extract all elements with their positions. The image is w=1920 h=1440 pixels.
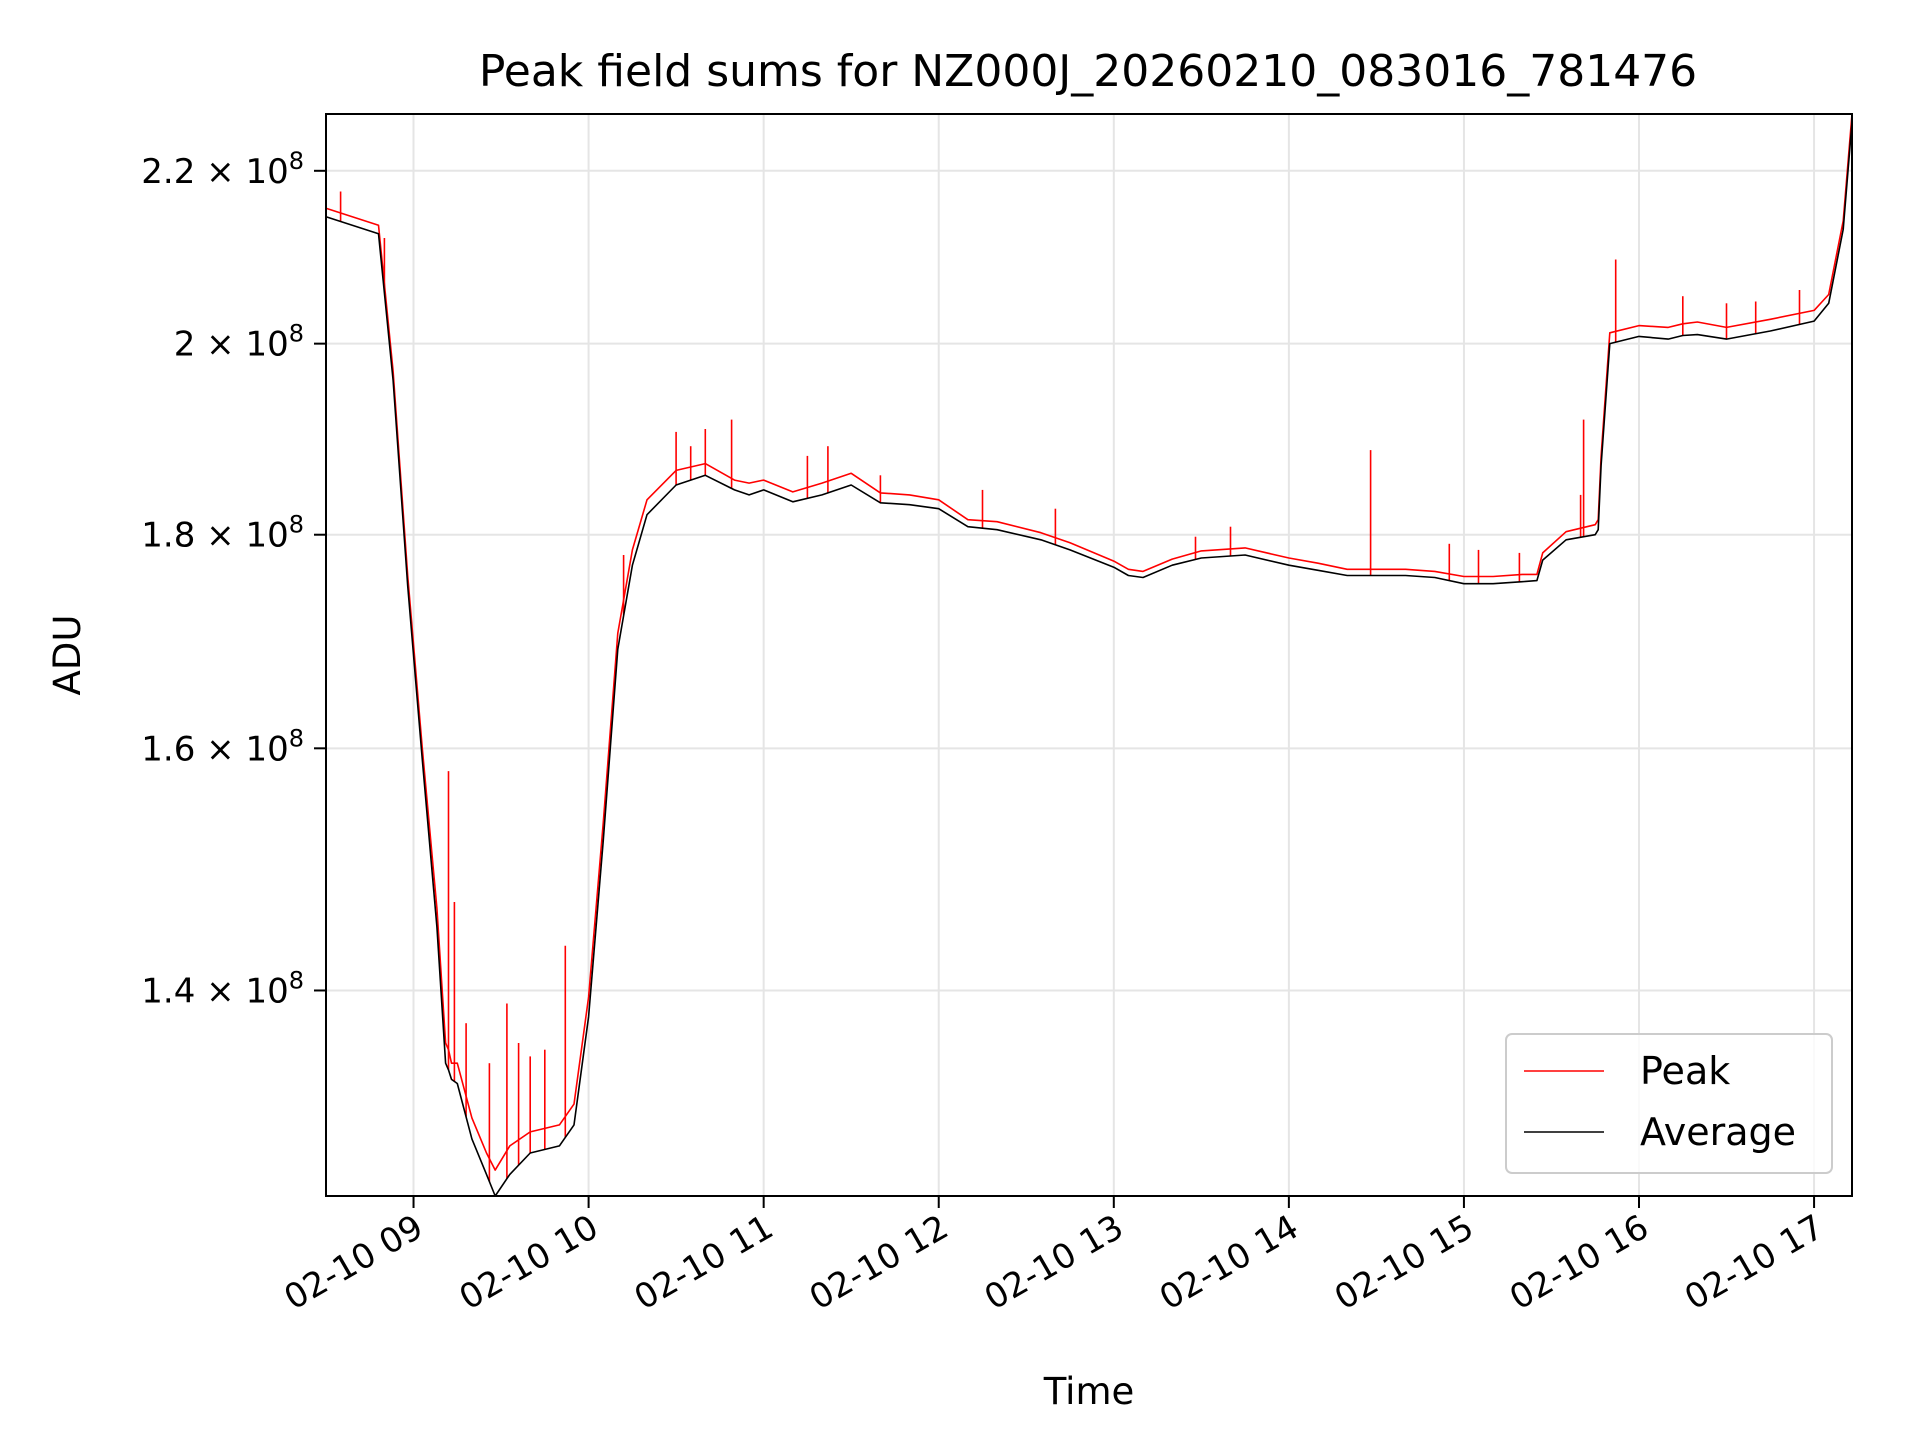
- grid: [326, 114, 1852, 1196]
- y-tick-exponent: 8: [289, 320, 304, 348]
- y-tick-times: × 10: [195, 971, 288, 1011]
- series-line-average: [325, 121, 1853, 1197]
- x-tick-label: 02-10 13: [978, 1207, 1130, 1318]
- x-tick-label: 02-10 16: [1503, 1207, 1655, 1318]
- y-tick-mantissa: 1.6: [141, 729, 195, 769]
- x-tick-label: 02-10 11: [628, 1207, 780, 1318]
- plot-area: [325, 113, 1853, 1197]
- plot-frame: [325, 113, 1853, 1197]
- series-line-peak: [325, 113, 1853, 1171]
- y-tick-mantissa: 1.8: [141, 516, 195, 556]
- x-tick-label: 02-10 09: [278, 1207, 430, 1318]
- y-tick-label: 2 × 108: [174, 320, 304, 365]
- y-tick-label: 1.4 × 108: [141, 966, 304, 1011]
- y-tick-mantissa: 2.2: [141, 152, 195, 192]
- x-tick-label: 02-10 14: [1153, 1207, 1305, 1318]
- x-tick-label: 02-10 12: [803, 1207, 955, 1318]
- legend-box: [1505, 1033, 1833, 1174]
- x-tick-label: 02-10 15: [1328, 1207, 1480, 1318]
- x-axis-label: Time: [1043, 1370, 1135, 1413]
- x-axis-ticks: 02-10 09 02-10 10 02-10 11 02-10 12 02-10 13…: [278, 1196, 1831, 1318]
- y-tick-exponent: 8: [289, 724, 304, 752]
- legend: Peak Average: [1505, 1033, 1833, 1174]
- y-axis-label: ADU: [46, 615, 89, 696]
- y-tick-label: 1.8 × 108: [141, 511, 304, 556]
- y-tick-mantissa: 1.4: [141, 971, 195, 1011]
- y-tick-label: 1.6 × 108: [141, 724, 304, 769]
- y-tick-exponent: 8: [289, 511, 304, 539]
- y-tick-times: × 10: [195, 729, 288, 769]
- y-tick-mantissa: 2: [174, 325, 196, 365]
- x-tick-label: 02-10 10: [453, 1207, 605, 1318]
- y-tick-times: × 10: [195, 516, 288, 556]
- y-tick-label: 2.2 × 108: [141, 147, 304, 192]
- legend-label-average: Average: [1640, 1110, 1796, 1154]
- y-tick-times: × 10: [195, 152, 288, 192]
- y-tick-exponent: 8: [289, 966, 304, 994]
- y-tick-times: × 10: [195, 325, 288, 365]
- x-tick-label: 02-10 17: [1678, 1207, 1830, 1318]
- y-tick-exponent: 8: [289, 147, 304, 175]
- chart-title: Peak field sums for NZ000J_20260210_0830…: [479, 46, 1697, 97]
- legend-label-peak: Peak: [1640, 1049, 1730, 1093]
